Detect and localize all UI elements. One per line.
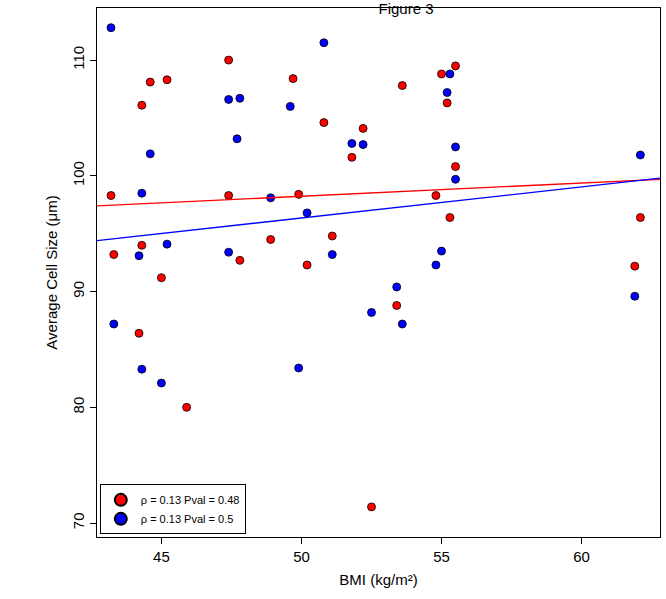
svg-text:50: 50 xyxy=(293,548,310,565)
svg-text:Figure 3: Figure 3 xyxy=(379,0,434,16)
svg-text:ρ = 0.13 Pval = 0.5: ρ = 0.13 Pval = 0.5 xyxy=(141,513,234,525)
svg-text:55: 55 xyxy=(433,548,450,565)
svg-text:60: 60 xyxy=(573,548,590,565)
svg-text:100: 100 xyxy=(70,161,87,186)
svg-text:Average Cell Size (μm): Average Cell Size (μm) xyxy=(43,195,60,349)
svg-text:80: 80 xyxy=(70,397,87,414)
svg-text:90: 90 xyxy=(70,281,87,298)
svg-text:110: 110 xyxy=(70,46,87,70)
svg-text:BMI (kg/m²): BMI (kg/m²) xyxy=(339,571,417,588)
svg-text:70: 70 xyxy=(70,513,87,530)
svg-text:45: 45 xyxy=(153,548,170,565)
svg-text:ρ = 0.13 Pval = 0.48: ρ = 0.13 Pval = 0.48 xyxy=(141,494,240,506)
